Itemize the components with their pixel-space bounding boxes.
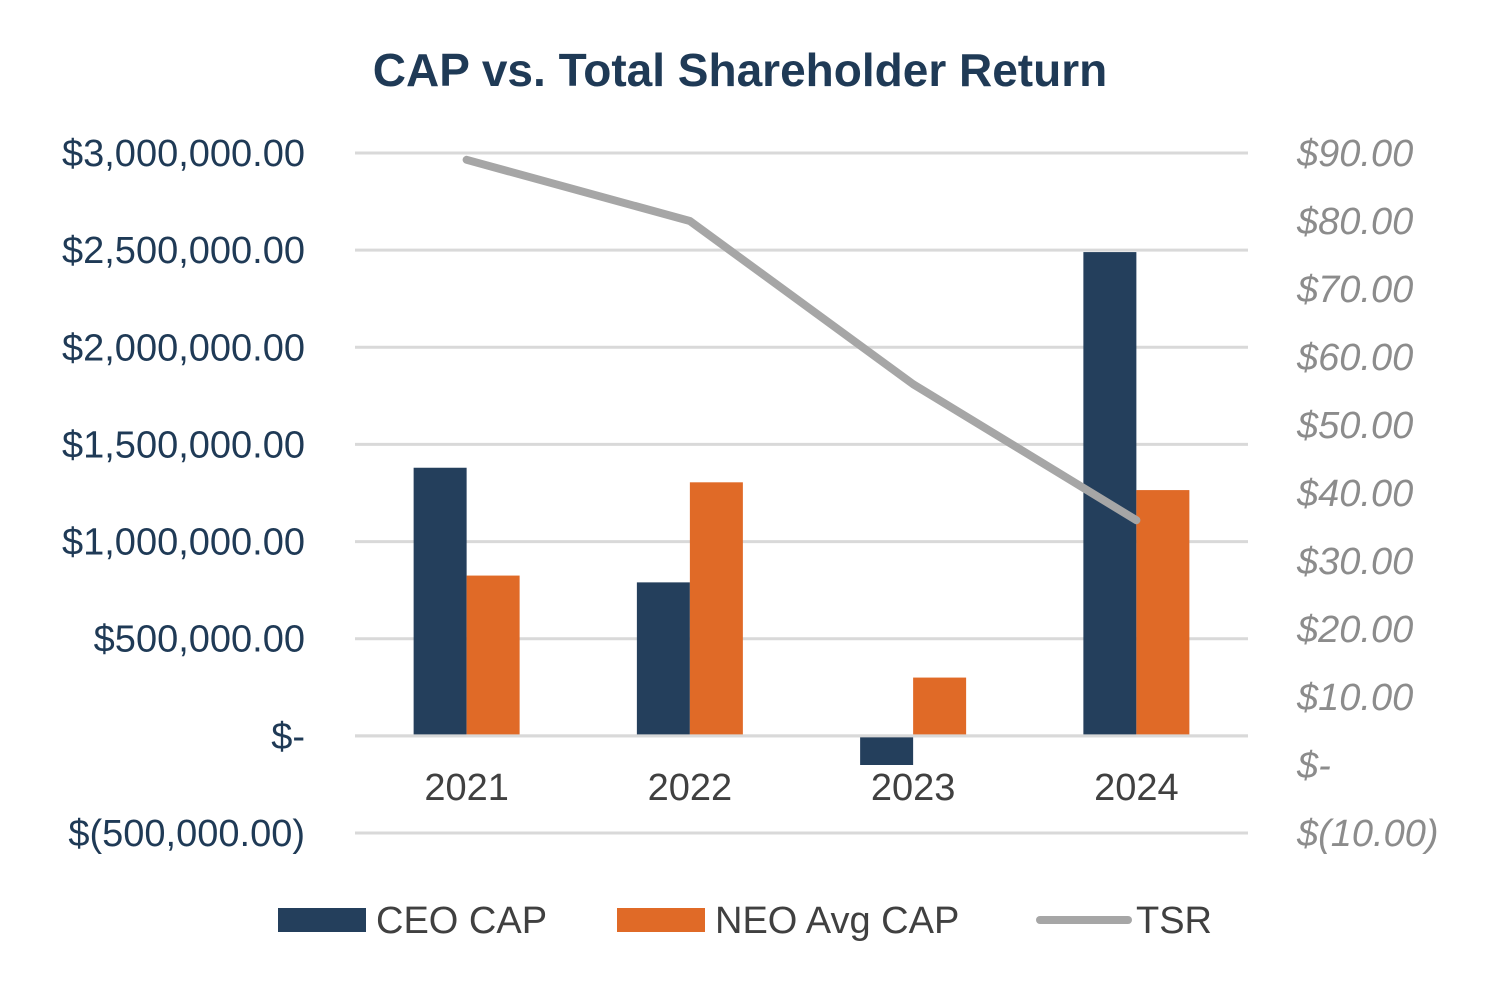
legend: CEO CAP NEO Avg CAP TSR <box>278 900 1212 942</box>
legend-label-tsr: TSR <box>1136 900 1212 942</box>
legend-swatch-neo-avg-cap <box>617 908 705 932</box>
bar-ceo-cap-2023 <box>860 735 914 765</box>
tsr-line-group <box>462 155 1141 525</box>
legend-swatch-ceo-cap <box>278 908 366 932</box>
left-y-tick-label: $1,000,000.00 <box>62 522 305 564</box>
x-tick-label: 2023 <box>871 767 956 809</box>
left-y-tick-label: $500,000.00 <box>94 619 305 661</box>
bars <box>355 252 1248 765</box>
right-y-tick-label: $40.00 <box>1296 473 1413 515</box>
tsr-line <box>462 155 1141 525</box>
bar-neo-avg-cap-2023 <box>913 677 967 736</box>
left-y-tick-label: $2,000,000.00 <box>62 327 305 369</box>
left-y-axis: $3,000,000.00 $2,500,000.00 $2,000,000.00 $… <box>62 133 305 855</box>
bar-neo-avg-cap-2021 <box>466 575 520 736</box>
left-y-tick-label: $3,000,000.00 <box>62 133 305 175</box>
right-y-tick-label: $70.00 <box>1296 269 1413 311</box>
right-y-tick-label: $(10.00) <box>1296 813 1439 855</box>
bar-ceo-cap-2022 <box>636 582 690 736</box>
x-tick-label: 2022 <box>648 767 733 809</box>
right-y-tick-label: $10.00 <box>1296 677 1413 719</box>
x-axis: 2021 2022 2023 2024 <box>424 767 1178 809</box>
left-y-tick-label: $1,500,000.00 <box>62 424 305 466</box>
left-y-tick-label: $(500,000.00) <box>68 813 305 855</box>
bar-ceo-cap-2021 <box>413 467 467 736</box>
right-y-tick-label: $- <box>1296 745 1331 787</box>
right-y-tick-label: $50.00 <box>1296 405 1413 447</box>
bar-neo-avg-cap-2022 <box>689 482 743 736</box>
x-tick-label: 2021 <box>424 767 509 809</box>
left-y-tick-label: $- <box>271 716 305 758</box>
x-tick-label: 2024 <box>1094 767 1179 809</box>
right-y-tick-label: $80.00 <box>1296 201 1413 243</box>
bar-neo-avg-cap-2024 <box>1136 490 1190 736</box>
right-y-axis: $90.00 $80.00 $70.00 $60.00 $50.00 $40.00 $30.… <box>1296 133 1439 855</box>
legend-label-ceo-cap: CEO CAP <box>376 900 547 942</box>
chart-title: CAP vs. Total Shareholder Return <box>373 44 1107 96</box>
left-y-tick-label: $2,500,000.00 <box>62 230 305 272</box>
legend-label-neo-avg-cap: NEO Avg CAP <box>715 900 959 942</box>
right-y-tick-label: $20.00 <box>1296 609 1413 651</box>
right-y-tick-label: $30.00 <box>1296 541 1413 583</box>
right-y-tick-label: $60.00 <box>1296 337 1413 379</box>
right-y-tick-label: $90.00 <box>1296 133 1413 175</box>
